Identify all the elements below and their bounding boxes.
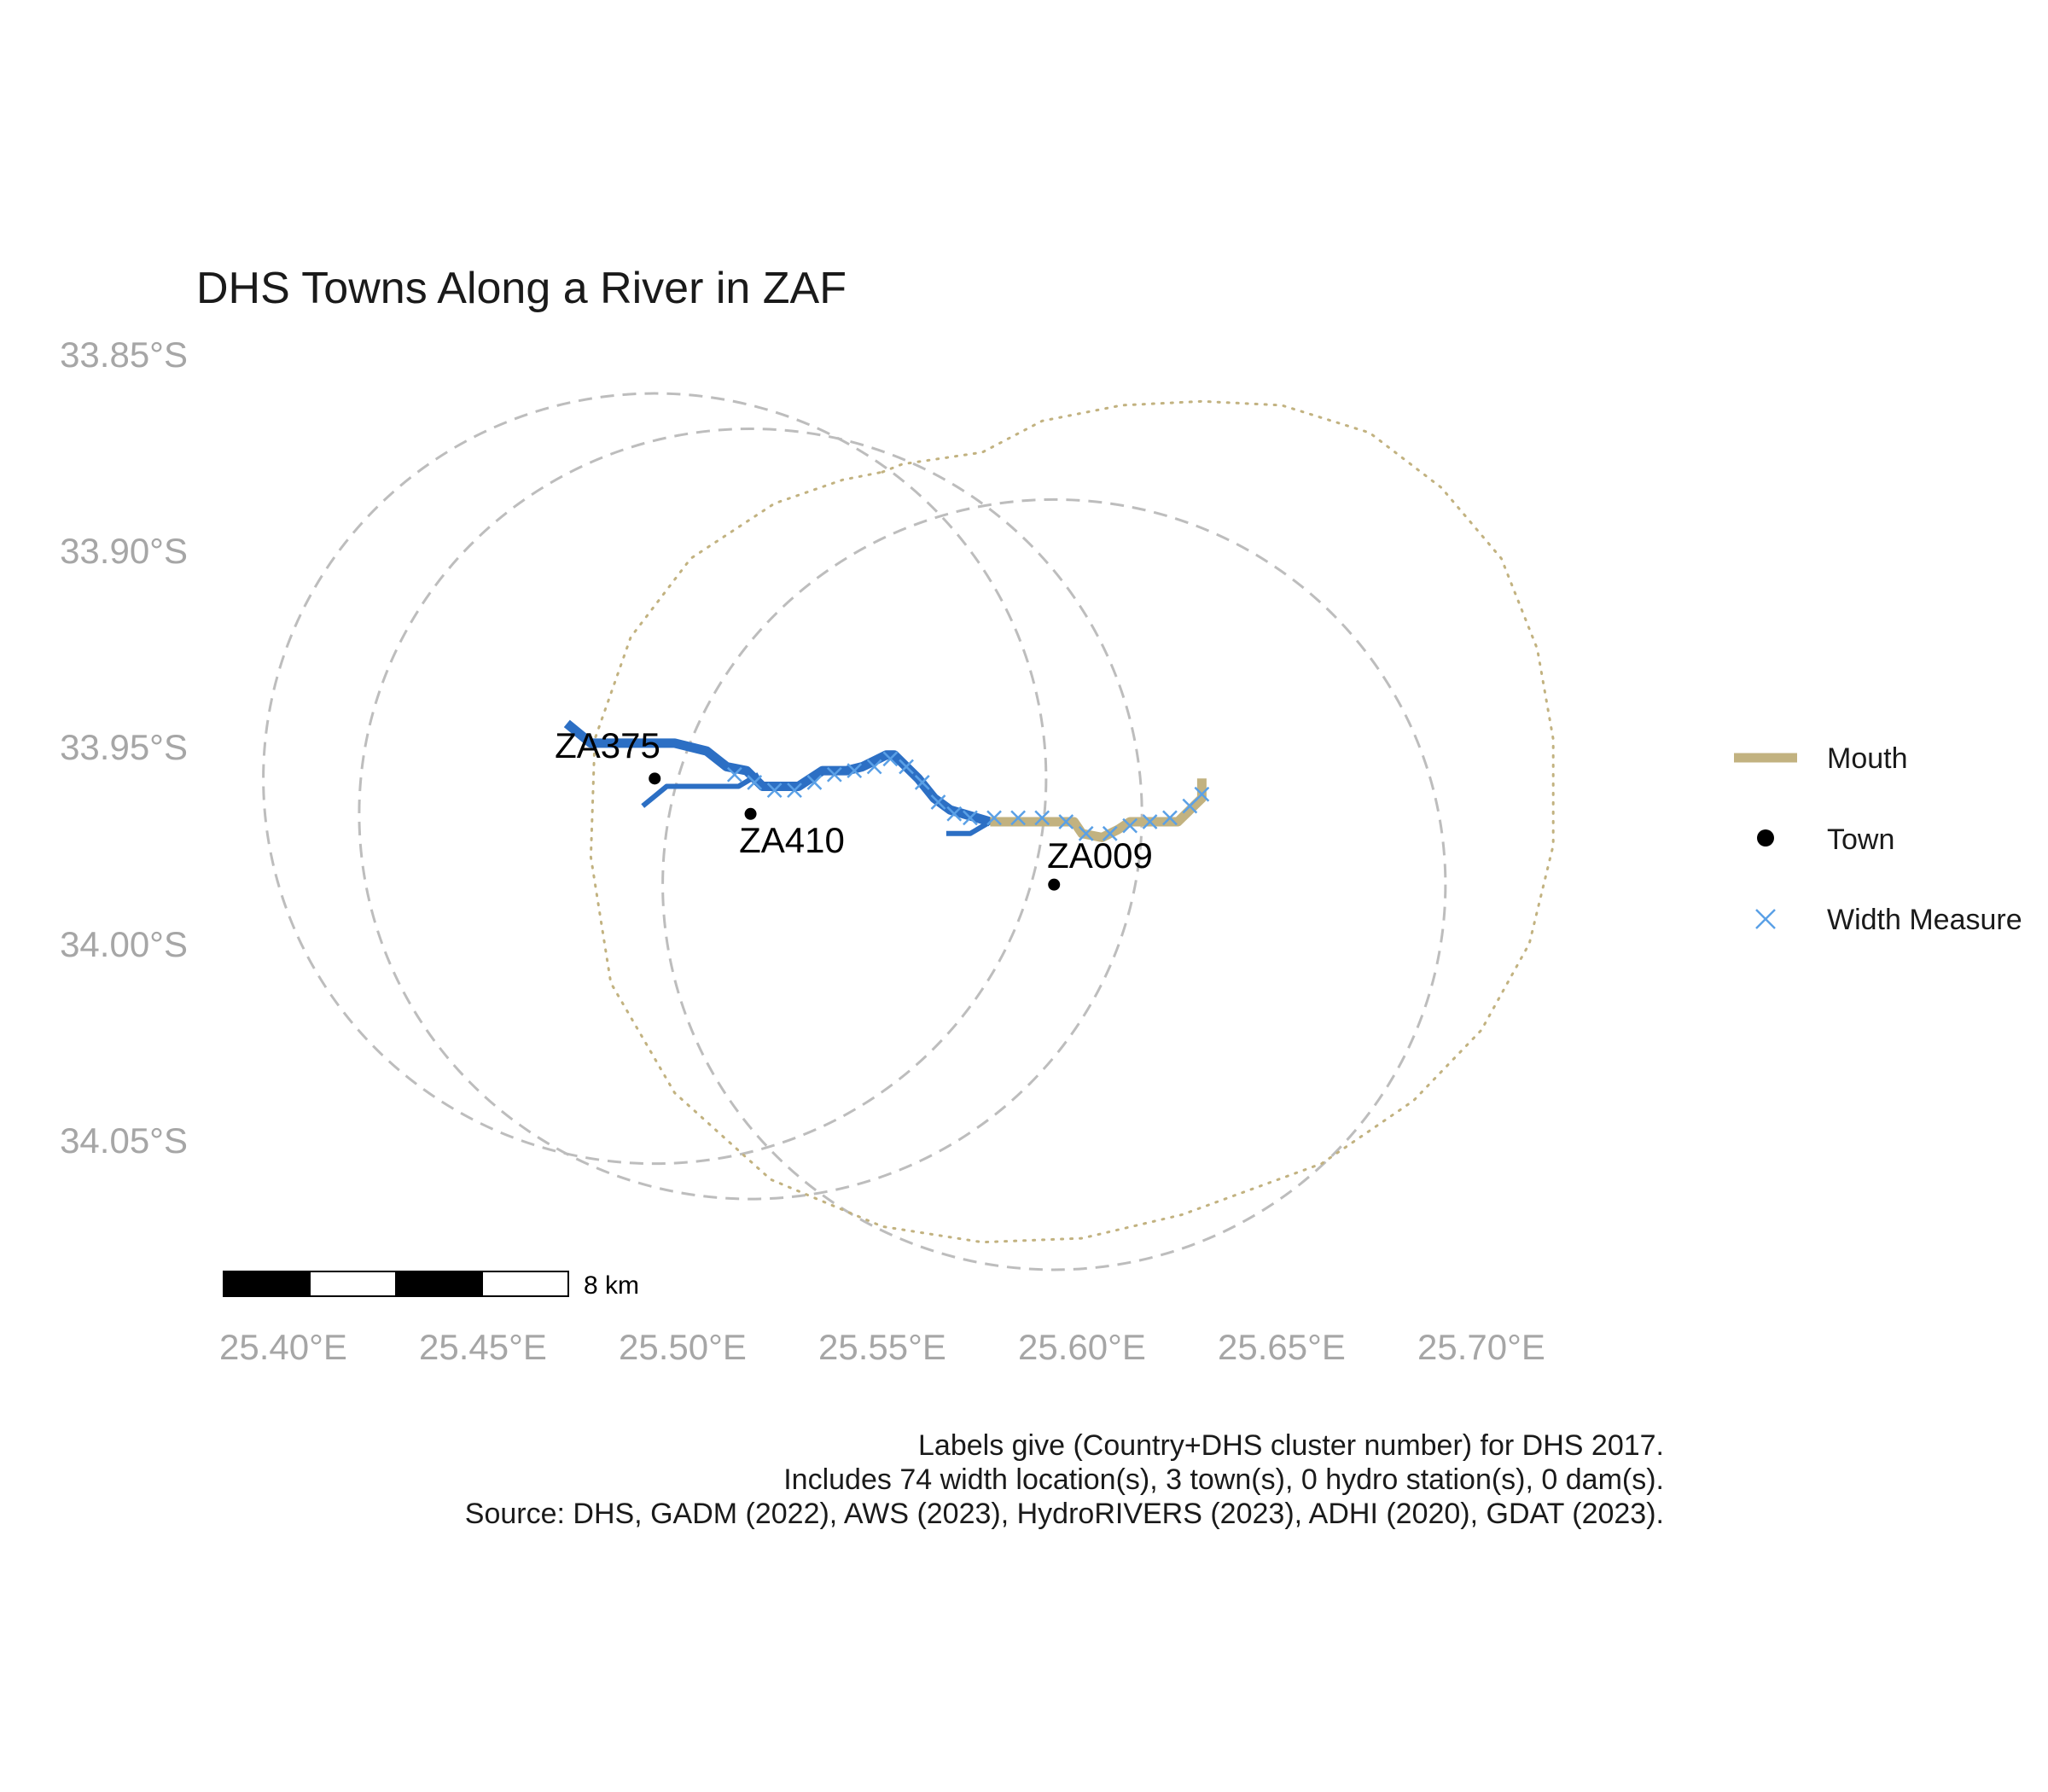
town-point-za009 [1048, 878, 1061, 891]
town-label-za410: ZA410 [739, 820, 845, 860]
town-labels: ZA375 ZA410 ZA009 [555, 725, 1153, 876]
x-tick-label: 25.70°E [1417, 1327, 1545, 1367]
town-point-za410 [744, 807, 757, 820]
width-measure-marker [747, 775, 763, 790]
river-branch-line [641, 772, 760, 808]
y-tick-label: 33.85°S [60, 335, 188, 375]
width-measure-marker [899, 759, 914, 775]
width-measure-marker [806, 775, 823, 790]
legend: Mouth Town Width Measure [1734, 742, 2022, 936]
width-measure-marker [1034, 810, 1050, 826]
width-measure-marker [1182, 798, 1198, 814]
x-tick-label: 25.65°E [1218, 1327, 1346, 1367]
caption-line: Source: DHS, GADM (2022), AWS (2023), Hy… [465, 1498, 1664, 1530]
y-tick-label: 33.95°S [60, 727, 188, 767]
scale-bar-segment [309, 1271, 397, 1297]
width-measure-marker [1058, 814, 1074, 829]
town-buffer-circle [262, 392, 1048, 1166]
width-measure-marker [1162, 810, 1178, 826]
legend-mouth-label: Mouth [1827, 742, 1908, 775]
town-buffer-circle [661, 497, 1447, 1271]
x-tick-label: 25.55°E [818, 1327, 946, 1367]
width-measure-marker [847, 763, 863, 779]
width-measure-layer [726, 751, 1210, 841]
scale-bar-label: 8 km [584, 1271, 639, 1300]
caption: Labels give (Country+DHS cluster number)… [465, 1429, 1664, 1530]
x-axis-ticks: 25.40°E 25.45°E 25.50°E 25.55°E 25.60°E … [219, 1327, 1545, 1367]
x-tick-label: 25.40°E [219, 1327, 347, 1367]
river-mouth-line [990, 778, 1207, 842]
town-point-za375 [649, 772, 661, 785]
y-tick-label: 34.05°S [60, 1120, 188, 1161]
width-measure-marker [1102, 825, 1118, 841]
x-tick-label: 25.50°E [619, 1327, 747, 1367]
scale-bar-segment [395, 1271, 483, 1297]
y-tick-label: 34.00°S [60, 924, 188, 964]
width-measure-marker [882, 751, 899, 767]
width-measure-marker [986, 810, 1002, 826]
width-measure-marker [946, 806, 963, 822]
scale-bar: 8 km [223, 1271, 639, 1300]
width-measure-marker [866, 759, 882, 775]
width-measure-marker [963, 810, 978, 826]
width-measure-marker [1142, 814, 1158, 829]
town-label-za375: ZA375 [555, 725, 660, 765]
x-tick-label: 25.60°E [1018, 1327, 1146, 1367]
width-measure-marker [766, 783, 783, 799]
mouth-buffer-layer [589, 399, 1555, 1244]
caption-line: Includes 74 width location(s), 3 town(s)… [783, 1463, 1664, 1496]
width-measure-marker [1122, 817, 1138, 834]
width-measure-marker [787, 783, 802, 799]
mouth-buffer-outline [589, 399, 1555, 1244]
legend-town-label: Town [1827, 823, 1894, 856]
town-label-za009: ZA009 [1047, 835, 1153, 876]
scale-bar-segment [223, 1271, 311, 1297]
town-layer [649, 772, 1061, 891]
width-measure-marker [726, 766, 742, 783]
town-buffer-layer [262, 392, 1447, 1271]
river-mouth-layer [990, 778, 1207, 842]
width-measure-marker [1078, 825, 1094, 841]
width-measure-marker [914, 775, 930, 790]
width-measure-marker [826, 766, 842, 783]
town-buffer-circle [358, 427, 1143, 1201]
river-branch-line [945, 819, 992, 836]
width-measure-marker [1194, 786, 1210, 802]
y-axis-ticks: 33.85°S 33.90°S 33.95°S 34.00°S 34.05°S [60, 335, 188, 1161]
map-title: DHS Towns Along a River in ZAF [196, 264, 847, 313]
legend-width-label: Width Measure [1827, 904, 2022, 936]
width-measure-marker [930, 794, 946, 810]
legend-town-swatch [1757, 829, 1774, 847]
legend-width-swatch [1755, 909, 1776, 929]
x-tick-label: 25.45°E [419, 1327, 547, 1367]
scale-bar-segment [481, 1271, 569, 1297]
y-tick-label: 33.90°S [60, 531, 188, 571]
caption-line: Labels give (Country+DHS cluster number)… [918, 1429, 1664, 1462]
width-measure-marker [1010, 810, 1027, 826]
